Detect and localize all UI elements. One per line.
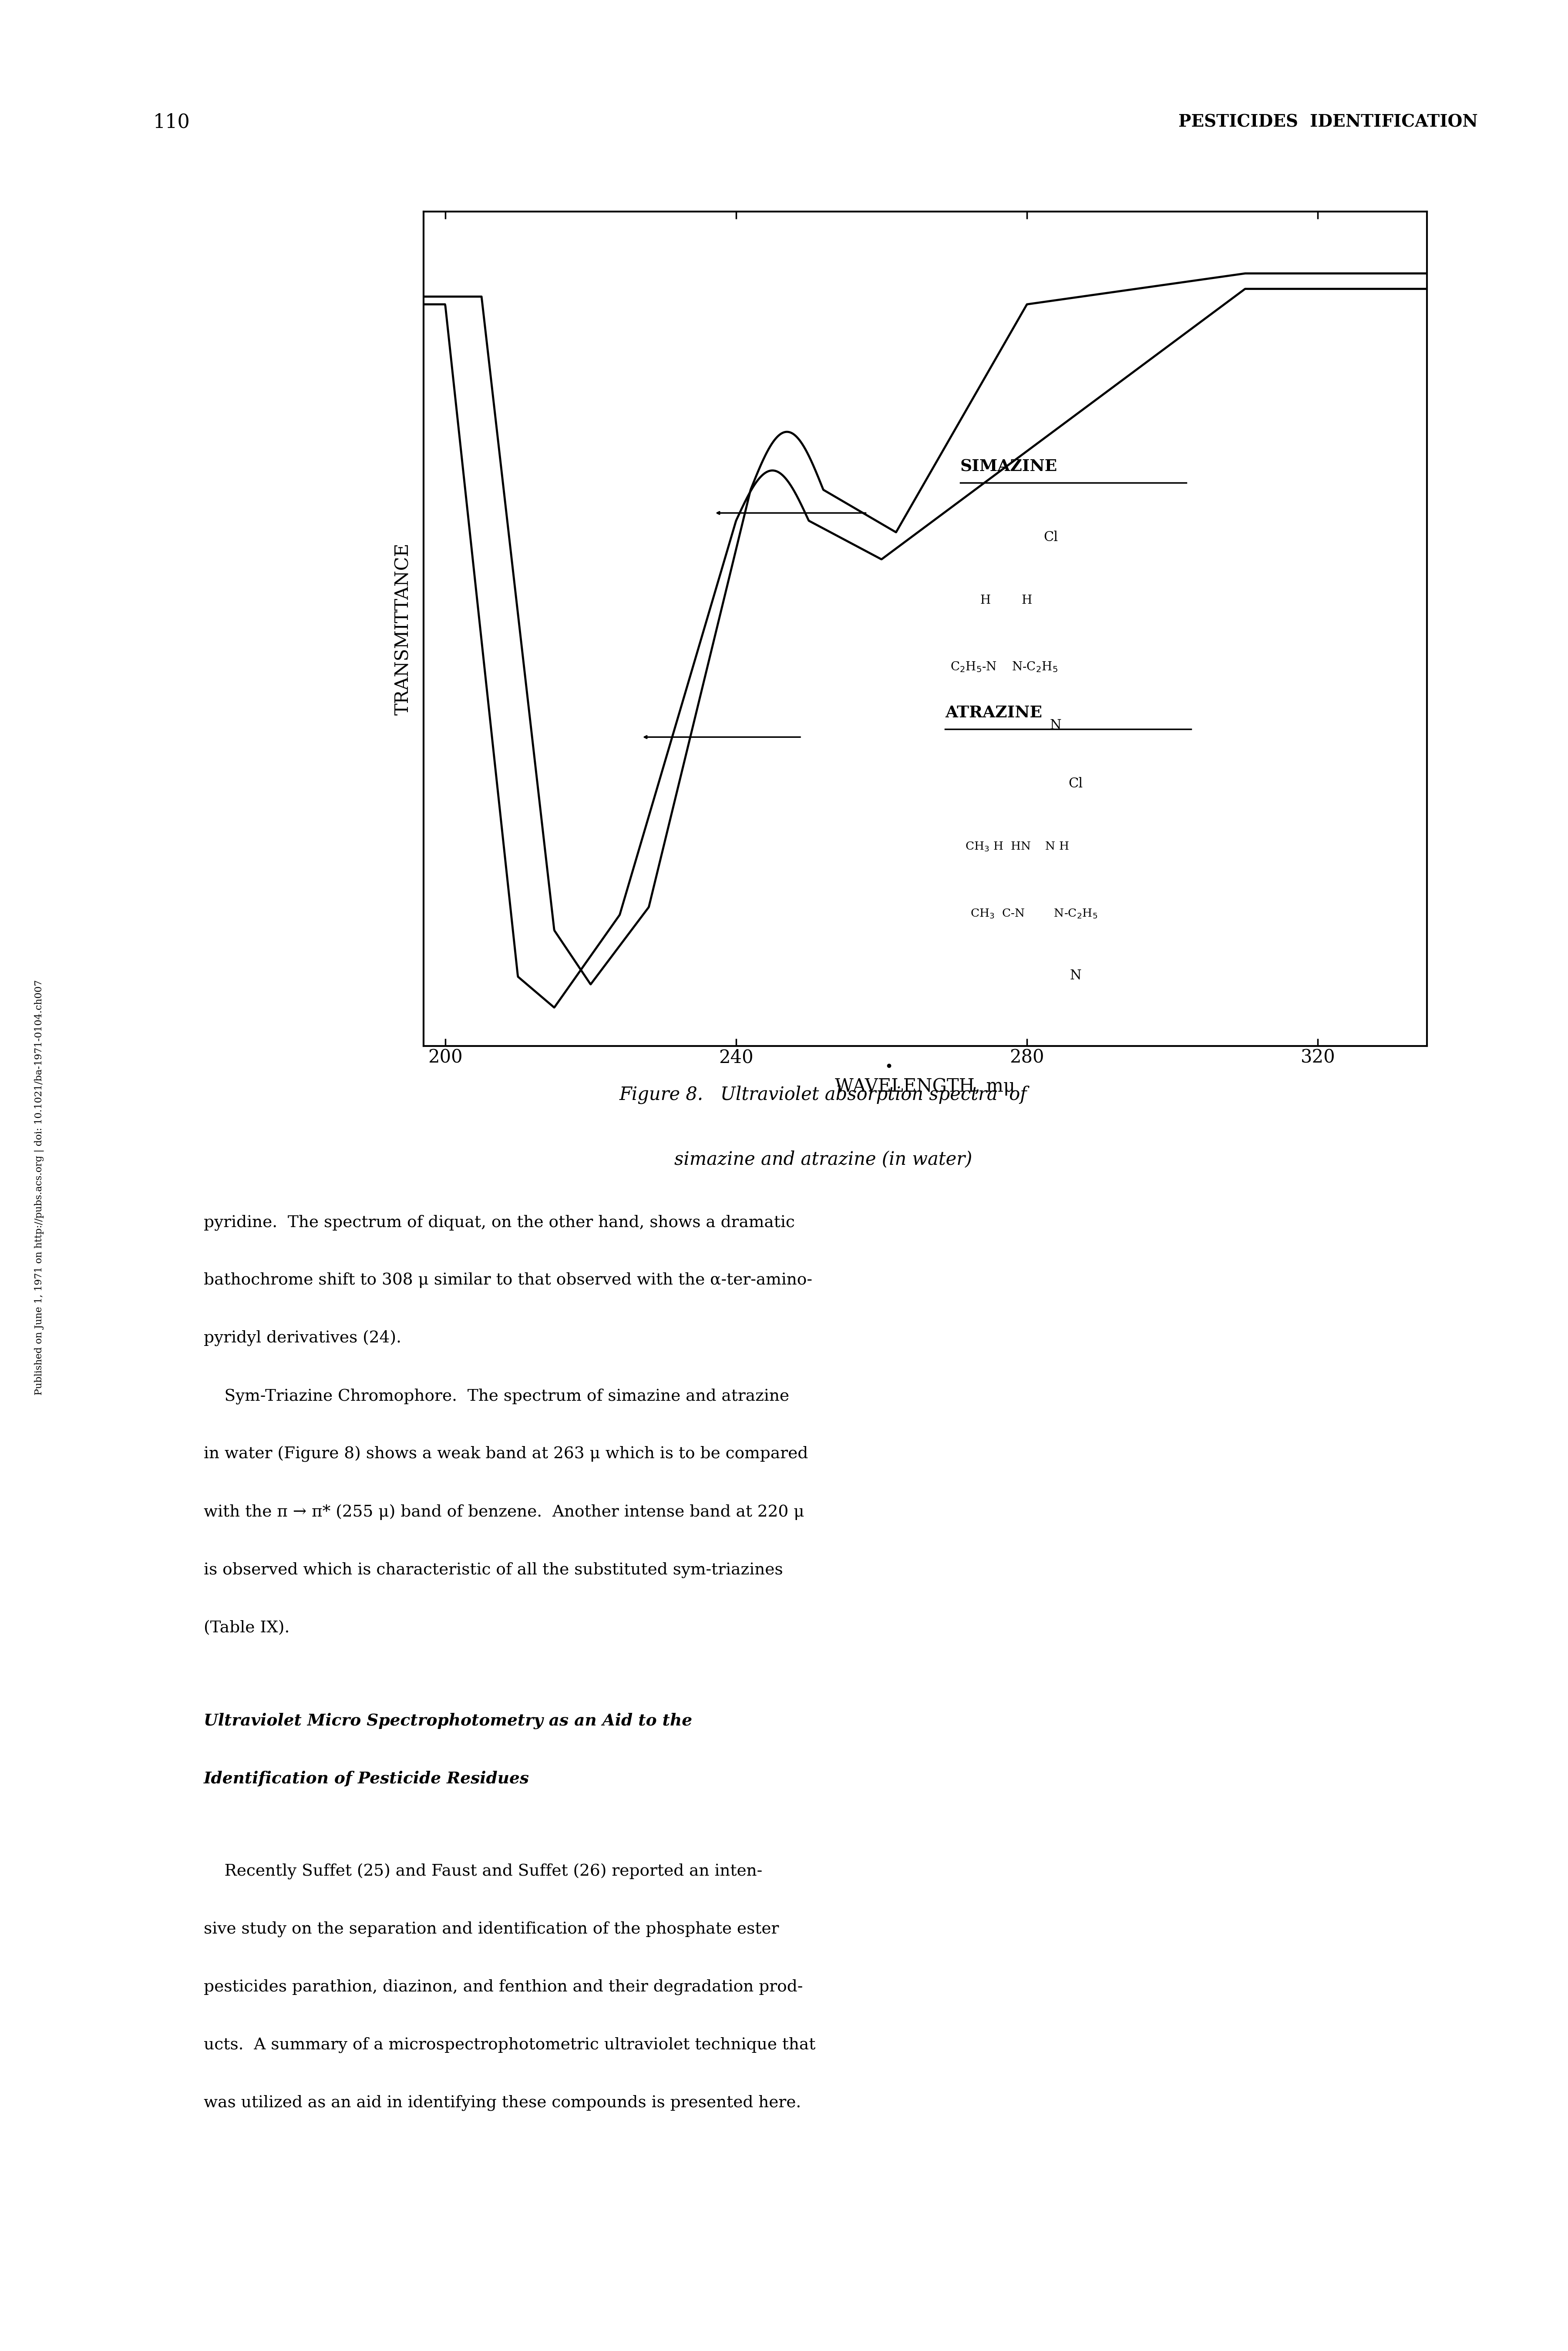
Text: pyridine.  The spectrum of diquat, on the other hand, shows a dramatic: pyridine. The spectrum of diquat, on the… xyxy=(204,1215,795,1230)
Y-axis label: TRANSMITTANCE: TRANSMITTANCE xyxy=(394,543,412,715)
X-axis label: WAVELENGTH, mμ: WAVELENGTH, mμ xyxy=(836,1077,1014,1096)
Text: ATRAZINE: ATRAZINE xyxy=(946,705,1043,722)
Text: CH$_3$  C-N        N-C$_2$H$_5$: CH$_3$ C-N N-C$_2$H$_5$ xyxy=(971,907,1098,919)
Text: Ultraviolet Micro Spectrophotometry as an Aid to the: Ultraviolet Micro Spectrophotometry as a… xyxy=(204,1714,693,1728)
Text: with the π → π* (255 μ) band of benzene.  Another intense band at 220 μ: with the π → π* (255 μ) band of benzene.… xyxy=(204,1505,804,1521)
Text: N: N xyxy=(1049,719,1062,731)
Text: in water (Figure 8) shows a weak band at 263 μ which is to be compared: in water (Figure 8) shows a weak band at… xyxy=(204,1446,808,1462)
Text: (Table IX).: (Table IX). xyxy=(204,1620,290,1636)
Text: CH$_3$ H  HN    N H: CH$_3$ H HN N H xyxy=(966,842,1069,853)
Text: Published on June 1, 1971 on http://pubs.acs.org | doi: 10.1021/ba-1971-0104.ch0: Published on June 1, 1971 on http://pubs… xyxy=(34,980,44,1394)
Text: bathochrome shift to 308 μ similar to that observed with the α-ter-amino-: bathochrome shift to 308 μ similar to th… xyxy=(204,1272,812,1288)
Text: was utilized as an aid in identifying these compounds is presented here.: was utilized as an aid in identifying th… xyxy=(204,2095,801,2111)
Text: Identification of Pesticide Residues: Identification of Pesticide Residues xyxy=(204,1770,530,1787)
Text: N: N xyxy=(1069,969,1082,983)
Text: Cl: Cl xyxy=(1068,778,1083,790)
Text: SIMAZINE: SIMAZINE xyxy=(960,458,1057,475)
Text: pesticides parathion, diazinon, and fenthion and their degradation prod-: pesticides parathion, diazinon, and fent… xyxy=(204,1980,803,1996)
Text: C$_2$H$_5$-N    N-C$_2$H$_5$: C$_2$H$_5$-N N-C$_2$H$_5$ xyxy=(950,661,1058,675)
Text: sive study on the separation and identification of the phosphate ester: sive study on the separation and identif… xyxy=(204,1921,779,1937)
Text: Figure 8.   Ultraviolet absorption spectra  of: Figure 8. Ultraviolet absorption spectra… xyxy=(619,1086,1027,1105)
Text: simazine and atrazine (in water): simazine and atrazine (in water) xyxy=(674,1150,972,1168)
Text: H        H: H H xyxy=(980,595,1032,607)
Text: Recently Suffet (25) and Faust and Suffet (26) reported an inten-: Recently Suffet (25) and Faust and Suffe… xyxy=(204,1864,762,1878)
Text: Cl: Cl xyxy=(1043,531,1058,545)
Text: pyridyl derivatives (24).: pyridyl derivatives (24). xyxy=(204,1331,401,1347)
Text: ucts.  A summary of a microspectrophotometric ultraviolet technique that: ucts. A summary of a microspectrophotome… xyxy=(204,2036,815,2052)
Text: is observed which is characteristic of all the substituted sym-triazines: is observed which is characteristic of a… xyxy=(204,1561,782,1578)
Text: 110: 110 xyxy=(154,113,190,132)
Text: Sym-Triazine Chromophore.  The spectrum of simazine and atrazine: Sym-Triazine Chromophore. The spectrum o… xyxy=(204,1389,789,1404)
Text: PESTICIDES  IDENTIFICATION: PESTICIDES IDENTIFICATION xyxy=(1178,113,1477,132)
